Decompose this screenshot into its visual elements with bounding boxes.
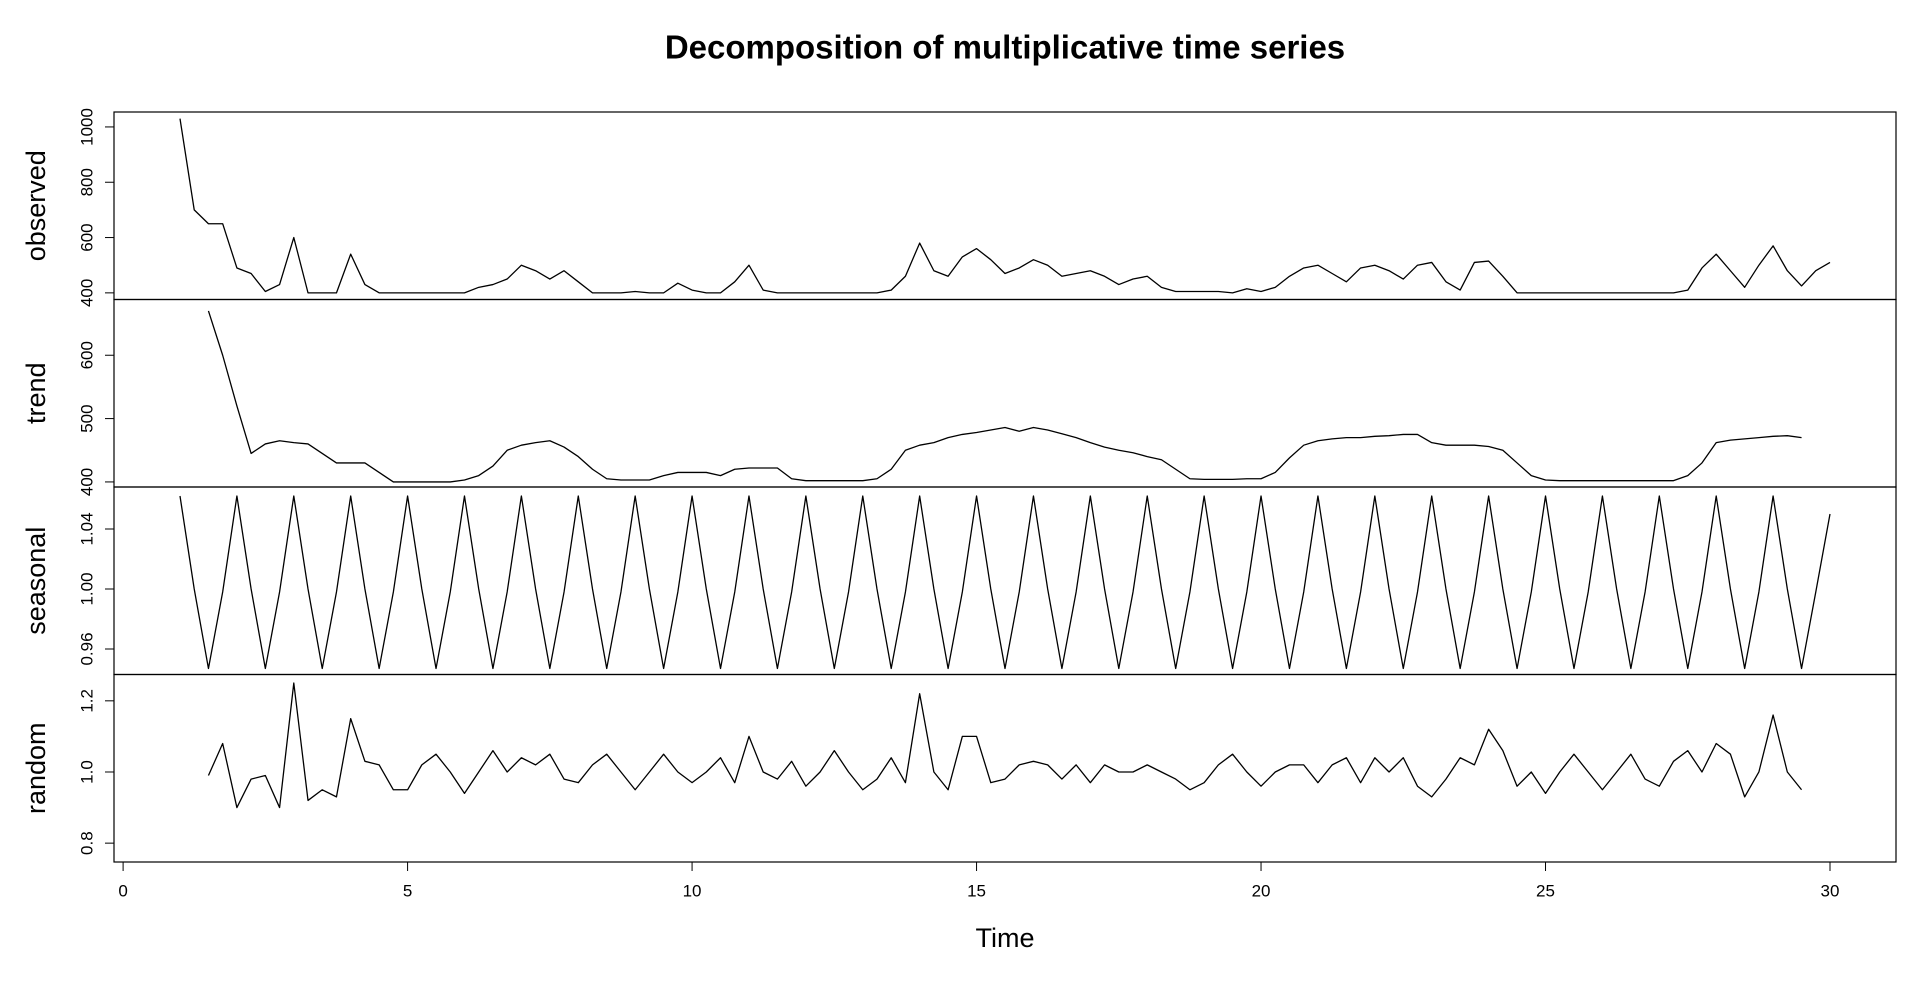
x-tick-label: 30 <box>1821 881 1840 900</box>
x-tick-label: 25 <box>1536 881 1555 900</box>
y-tick-label: 400 <box>77 279 96 307</box>
panel-frame <box>113 673 1897 863</box>
x-tick-label: 10 <box>683 881 702 900</box>
x-tick-label: 0 <box>118 881 127 900</box>
panel-frame <box>113 298 1897 488</box>
panel-frame <box>113 486 1897 676</box>
y-tick-label: 0.8 <box>77 831 96 855</box>
y-tick-label: 1.2 <box>77 689 96 713</box>
y-tick-label: 500 <box>77 404 96 432</box>
y-axis-label: seasonal <box>21 527 51 635</box>
y-axis-label: observed <box>21 150 51 261</box>
y-tick-label: 400 <box>77 468 96 496</box>
y-axis-label: random <box>21 722 51 814</box>
y-tick-label: 1.04 <box>77 512 96 545</box>
y-tick-label: 600 <box>77 223 96 251</box>
x-tick-label: 15 <box>967 881 986 900</box>
y-tick-label: 1000 <box>77 108 96 146</box>
y-tick-label: 600 <box>77 341 96 369</box>
y-tick-label: 1.0 <box>77 760 96 784</box>
x-axis-label: Time <box>976 923 1035 953</box>
series-line <box>207 682 1803 809</box>
y-tick-label: 800 <box>77 168 96 196</box>
x-tick-label: 20 <box>1252 881 1271 900</box>
x-tick-label: 5 <box>403 881 412 900</box>
y-axis-label: trend <box>21 362 51 424</box>
chart-title: Decomposition of multiplicative time ser… <box>665 29 1345 66</box>
series-line <box>207 310 1802 483</box>
series-line <box>179 495 1831 670</box>
series-line <box>179 118 1831 294</box>
panel-frame <box>113 111 1897 301</box>
y-tick-label: 1.00 <box>77 572 96 605</box>
y-tick-label: 0.96 <box>77 632 96 665</box>
